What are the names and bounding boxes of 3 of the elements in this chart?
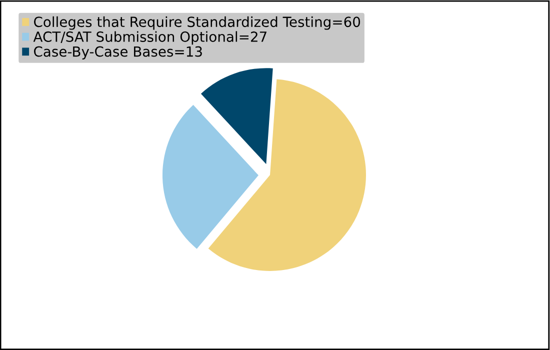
- legend-label: Colleges that Require Standardized Testing=60: [34, 16, 360, 30]
- legend-label: Case-By-Case Bases=13: [34, 46, 202, 60]
- legend-label: ACT/SAT Submission Optional=27: [33, 31, 266, 45]
